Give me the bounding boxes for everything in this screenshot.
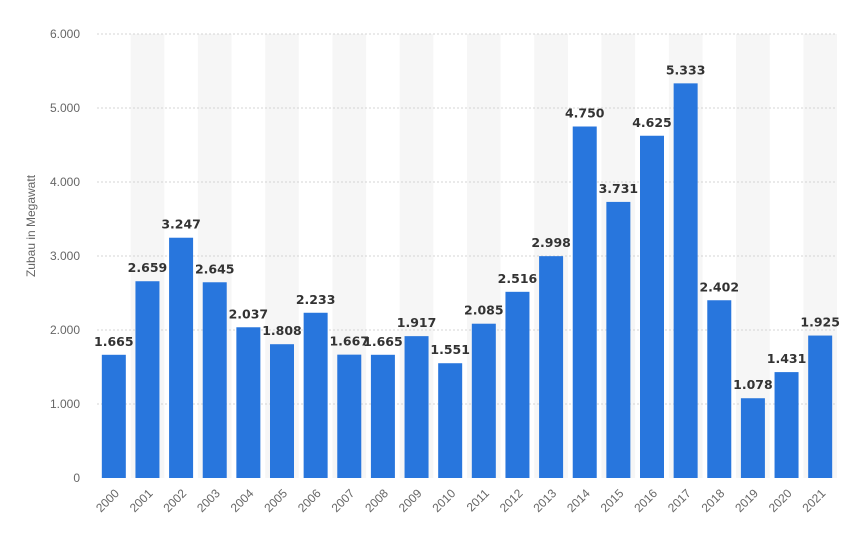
data-label: 1.917: [397, 315, 437, 330]
bar[interactable]: [303, 312, 328, 478]
data-label: 1.665: [94, 334, 134, 349]
bar[interactable]: [370, 354, 395, 478]
data-label: 3.731: [599, 181, 639, 196]
bar[interactable]: [673, 83, 698, 478]
x-tick-label: 2016: [631, 486, 660, 515]
bar[interactable]: [471, 323, 496, 478]
data-label: 1.667: [329, 334, 369, 349]
x-tick-label: 2019: [732, 486, 761, 515]
data-label: 2.645: [195, 261, 235, 276]
bar[interactable]: [572, 126, 597, 479]
x-tick-label: 2015: [598, 486, 627, 515]
x-tick-label: 2013: [530, 486, 559, 515]
data-label: 5.333: [666, 62, 706, 77]
bar[interactable]: [270, 344, 294, 478]
y-tick-label: 2.000: [50, 323, 80, 337]
data-labels: 1.665 2.659 3.247 2.645 2.037 1.808 2.233 1.667…: [94, 62, 840, 392]
x-tick-label: 2009: [396, 486, 425, 515]
bar[interactable]: [640, 135, 664, 478]
x-tick-label: 2012: [497, 486, 526, 515]
data-label: 2.659: [128, 260, 168, 275]
x-tick-label: 2020: [766, 486, 795, 515]
x-tick-label: 2002: [160, 486, 189, 515]
bar[interactable]: [202, 282, 227, 478]
x-tick-label: 2003: [194, 486, 223, 515]
bar[interactable]: [101, 354, 126, 478]
bar[interactable]: [606, 201, 631, 478]
data-label: 2.037: [229, 306, 269, 321]
x-axis-ticks: 2000 2001 2002 2003 2004 2005 2006 2007 2008 2009…: [93, 486, 828, 515]
bar[interactable]: [740, 398, 765, 478]
bar[interactable]: [707, 300, 732, 478]
bar[interactable]: [505, 291, 530, 478]
data-label: 1.665: [363, 334, 403, 349]
x-tick-label: 2007: [329, 486, 358, 515]
x-tick-label: 2011: [464, 486, 492, 514]
y-axis-ticks: 0 1.000 2.000 3.000 4.000 5.000 6.000: [50, 27, 80, 485]
data-label: 4.625: [632, 115, 672, 130]
x-tick-label: 2006: [295, 486, 324, 515]
x-tick-label: 2021: [800, 486, 829, 515]
bar[interactable]: [774, 372, 799, 478]
bars: [101, 83, 833, 479]
bar[interactable]: [539, 256, 564, 478]
bar[interactable]: [169, 237, 194, 478]
x-tick-label: 2000: [93, 486, 122, 515]
y-tick-label: 4.000: [50, 175, 80, 189]
data-label: 2.998: [531, 235, 571, 250]
bar[interactable]: [337, 354, 362, 478]
x-tick-label: 2014: [564, 486, 593, 515]
data-label: 1.925: [800, 315, 840, 330]
bar[interactable]: [404, 336, 429, 478]
x-tick-label: 2010: [430, 486, 459, 515]
x-tick-label: 2001: [127, 486, 156, 515]
bar[interactable]: [236, 327, 261, 478]
data-label: 2.085: [464, 303, 504, 318]
x-tick-label: 2004: [228, 486, 257, 515]
bar[interactable]: [438, 363, 463, 478]
x-tick-label: 2005: [261, 486, 290, 515]
y-tick-label: 0: [73, 471, 80, 485]
data-label: 4.750: [565, 106, 605, 121]
data-label: 2.516: [498, 271, 538, 286]
data-label: 1.431: [767, 351, 807, 366]
x-tick-label: 2018: [699, 486, 728, 515]
data-label: 1.078: [733, 377, 773, 392]
x-tick-label: 2008: [362, 486, 391, 515]
y-tick-label: 3.000: [50, 249, 80, 263]
data-label: 2.402: [699, 279, 739, 294]
bar[interactable]: [808, 335, 833, 478]
y-tick-label: 5.000: [50, 101, 80, 115]
data-label: 1.551: [430, 342, 470, 357]
data-label: 3.247: [161, 217, 201, 232]
y-tick-label: 6.000: [50, 27, 80, 41]
data-label: 2.233: [296, 292, 336, 307]
x-tick-label: 2017: [665, 486, 694, 515]
data-label: 1.808: [262, 323, 302, 338]
y-axis-label: Zubau in Megawatt: [24, 174, 38, 277]
bar[interactable]: [135, 281, 160, 478]
y-tick-label: 1.000: [50, 397, 80, 411]
